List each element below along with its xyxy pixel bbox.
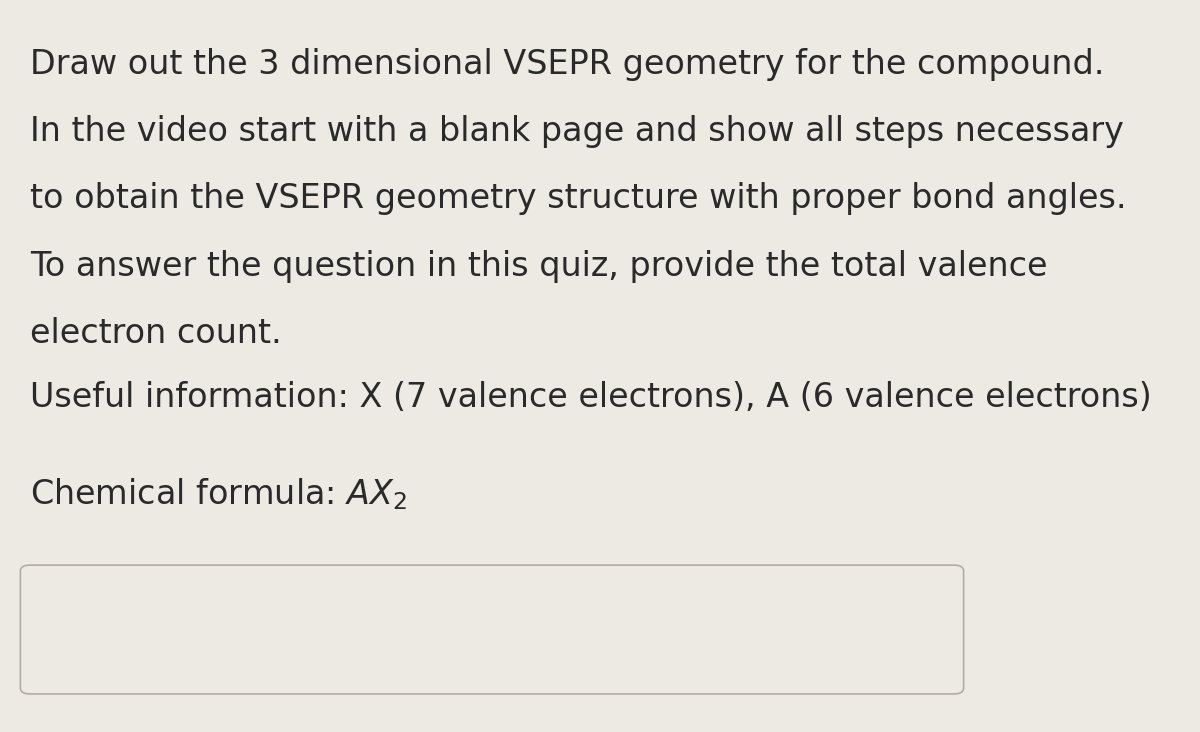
Text: Chemical formula: $\mathit{AX}_2$: Chemical formula: $\mathit{AX}_2$ [30,476,407,512]
Text: In the video start with a blank page and show all steps necessary: In the video start with a blank page and… [30,115,1124,148]
Text: Draw out the 3 dimensional VSEPR geometry for the compound.: Draw out the 3 dimensional VSEPR geometr… [30,48,1104,81]
Text: electron count.: electron count. [30,317,282,350]
Text: to obtain the VSEPR geometry structure with proper bond angles.: to obtain the VSEPR geometry structure w… [30,182,1127,215]
Text: To answer the question in this quiz, provide the total valence: To answer the question in this quiz, pro… [30,250,1048,283]
FancyBboxPatch shape [20,565,964,694]
Text: Useful information: X (7 valence electrons), A (6 valence electrons): Useful information: X (7 valence electro… [30,381,1152,414]
